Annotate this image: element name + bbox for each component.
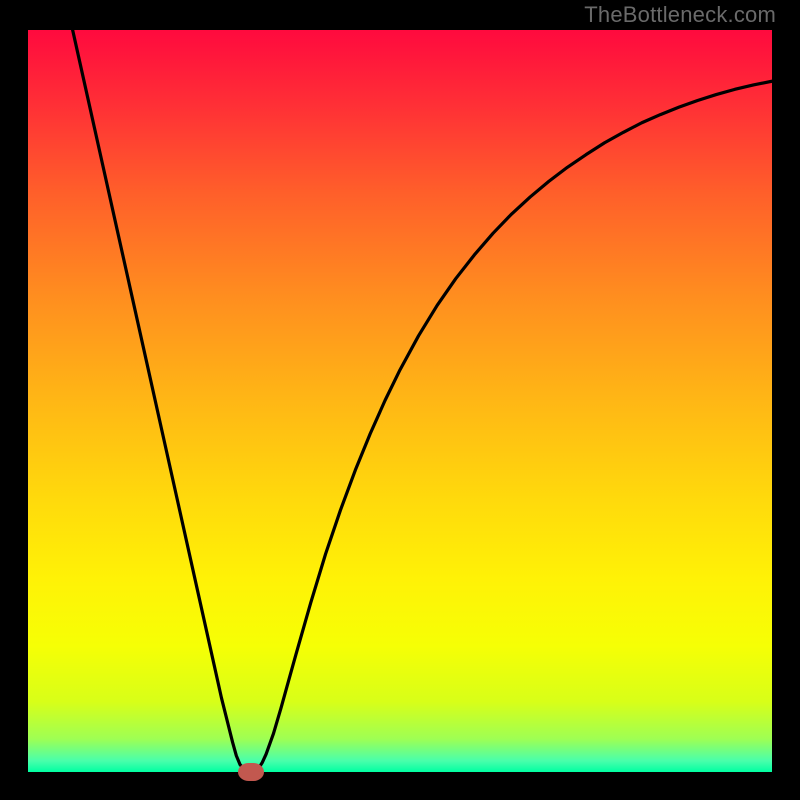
- watermark-text: TheBottleneck.com: [584, 2, 776, 28]
- bottleneck-curve: [73, 30, 772, 772]
- minimum-marker: [238, 763, 264, 781]
